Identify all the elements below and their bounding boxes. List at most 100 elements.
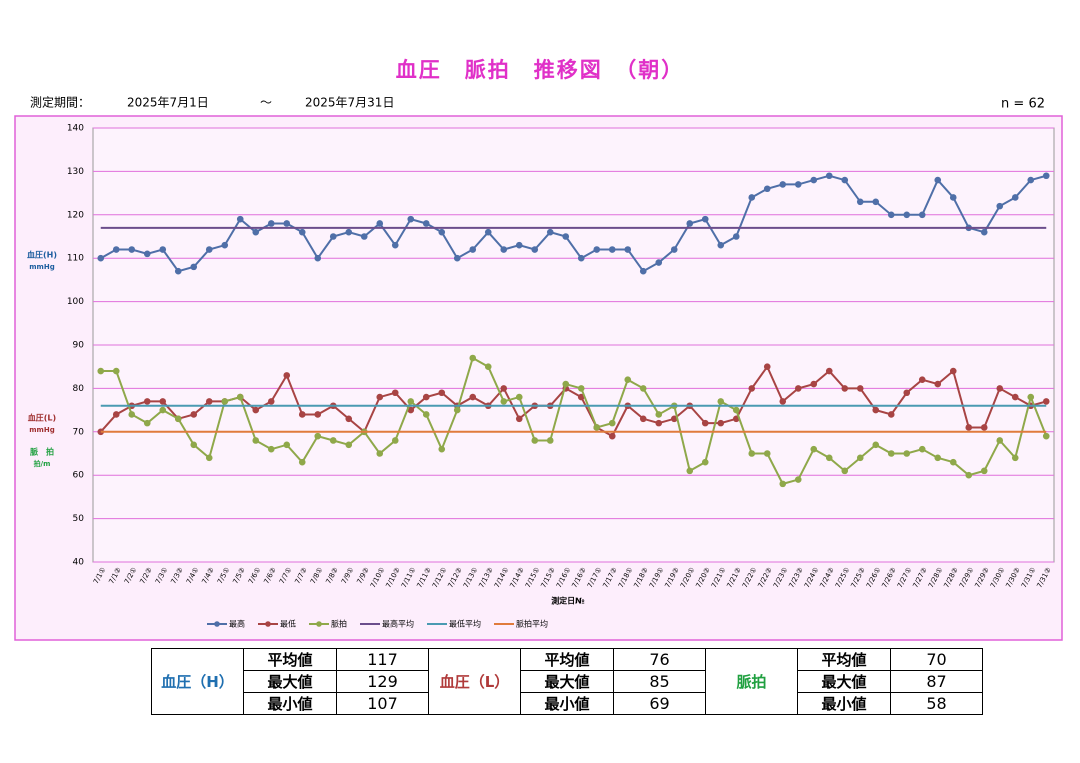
series-marker	[484, 363, 492, 371]
series-marker	[143, 250, 151, 258]
series-marker	[872, 441, 880, 449]
series-marker	[918, 445, 926, 453]
period-tilde: ～	[260, 96, 272, 110]
y-axis-title: 脈 拍	[30, 447, 54, 457]
series-marker	[794, 476, 802, 483]
series-marker	[1042, 172, 1050, 180]
row-value: 70	[890, 648, 983, 671]
series-marker	[872, 406, 880, 414]
series-marker	[252, 228, 260, 236]
series-marker	[841, 467, 849, 475]
series-marker	[562, 380, 570, 388]
legend-marker	[265, 621, 271, 627]
series-marker	[624, 376, 632, 384]
series-marker	[205, 398, 213, 405]
series-marker	[732, 406, 740, 414]
series-marker	[996, 202, 1004, 210]
table-row: 血圧（H） 平均値 117 血圧（L） 平均値 76 脈拍 平均値 70	[151, 648, 983, 715]
series-marker	[407, 398, 415, 405]
y-tick-label: 140	[67, 124, 84, 134]
series-marker	[515, 393, 523, 401]
x-axis-title: 測定日№	[551, 596, 585, 606]
y-tick-label: 70	[73, 427, 85, 437]
row-label: 平均値	[520, 648, 614, 671]
series-marker	[918, 211, 926, 219]
series-marker	[794, 181, 802, 188]
series-marker	[267, 445, 275, 453]
series-marker	[314, 411, 322, 418]
series-marker	[97, 254, 105, 262]
y-axis-unit: mmHg	[29, 426, 54, 434]
y-tick-label: 100	[67, 297, 84, 307]
row-label: 最大値	[243, 670, 337, 693]
y-tick-label: 50	[73, 514, 85, 524]
series-marker	[608, 419, 616, 427]
series-marker	[112, 411, 120, 418]
series-marker	[531, 246, 539, 253]
series-marker	[872, 198, 880, 206]
series-marker	[283, 441, 291, 449]
y-tick-label: 90	[73, 341, 85, 351]
count: n = 62	[1001, 97, 1045, 112]
series-marker	[779, 181, 787, 188]
series-marker	[577, 385, 585, 392]
series-marker	[345, 441, 353, 449]
row-label: 平均値	[797, 648, 891, 671]
series-marker	[422, 411, 430, 418]
series-marker	[701, 458, 709, 466]
series-marker	[856, 385, 864, 392]
series-marker	[918, 376, 926, 384]
series-marker	[965, 471, 973, 479]
period-label: 測定期間：	[30, 95, 90, 110]
series-marker	[453, 254, 461, 262]
series-marker	[143, 419, 151, 427]
series-marker	[996, 385, 1004, 392]
row-label: 最小値	[797, 692, 891, 715]
series-marker	[329, 233, 337, 240]
series-marker	[267, 398, 275, 405]
series-marker	[996, 437, 1004, 444]
series-marker	[1042, 398, 1050, 405]
series-marker	[934, 176, 942, 184]
series-marker	[360, 233, 368, 240]
series-marker	[903, 389, 911, 397]
series-marker	[190, 441, 198, 449]
series-marker	[732, 233, 740, 240]
series-marker	[717, 398, 725, 405]
series-marker	[391, 241, 399, 249]
series-marker	[577, 393, 585, 401]
row-value: 117	[336, 648, 429, 671]
series-marker	[949, 194, 957, 201]
series-marker	[159, 246, 167, 253]
series-marker	[562, 233, 570, 240]
series-marker	[686, 220, 694, 227]
table-row: 最小値 107 最小値 69 最小値 58	[152, 692, 983, 715]
legend-label: 脈拍平均	[516, 619, 548, 629]
series-marker	[763, 363, 771, 371]
group-label: 血圧（H）	[151, 648, 244, 715]
series-marker	[500, 385, 508, 392]
series-marker	[779, 398, 787, 405]
series-marker	[934, 454, 942, 462]
y-axis-title: 血圧(L)	[28, 413, 56, 423]
series-marker	[267, 220, 275, 227]
series-marker	[949, 367, 957, 375]
series-marker	[686, 467, 694, 475]
series-marker	[670, 246, 678, 253]
legend-label: 最高	[229, 619, 245, 629]
series-marker	[531, 437, 539, 444]
series-marker	[763, 450, 771, 457]
row-label: 最小値	[520, 692, 614, 715]
series-marker	[128, 246, 136, 253]
series-marker	[794, 385, 802, 392]
series-marker	[159, 398, 167, 405]
summary-table: 血圧（H） 平均値 117 血圧（L） 平均値 76 脈拍 平均値 70 最大値 129 最大値 85 最…	[151, 648, 983, 715]
y-axis-unit: mmHg	[29, 263, 54, 271]
series-marker	[577, 254, 585, 262]
series-marker	[717, 241, 725, 249]
group-label: 脈拍	[705, 648, 798, 715]
series-marker	[283, 220, 291, 227]
series-marker	[97, 367, 105, 375]
series-marker	[205, 246, 213, 253]
